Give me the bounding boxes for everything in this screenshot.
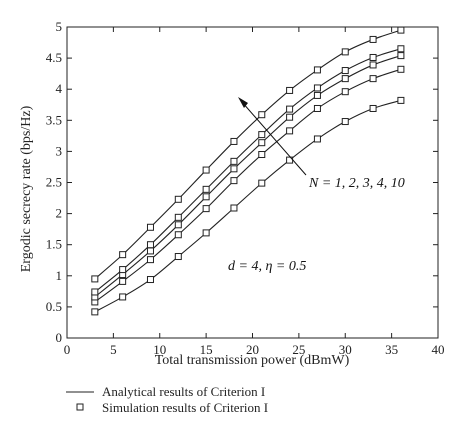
series-3-point xyxy=(286,113,294,121)
series-2-point xyxy=(286,127,294,135)
series-1-point xyxy=(230,204,238,212)
series-4-point xyxy=(397,45,405,53)
x-axis: 0 5 10 15 20 25 30 35 40 xyxy=(64,27,445,357)
series-5-point xyxy=(258,111,266,119)
series-1-point xyxy=(146,276,154,284)
series-2-point xyxy=(341,88,349,96)
series-3-point xyxy=(369,61,377,69)
series-1-point xyxy=(341,118,349,126)
series-5-point xyxy=(230,137,238,145)
series-2-point xyxy=(146,256,154,264)
y-tick-label: 0.5 xyxy=(46,299,62,314)
annotation-arrow-line xyxy=(241,101,307,176)
series-3-point xyxy=(397,52,405,60)
series-4-point xyxy=(174,213,182,221)
series-1-point xyxy=(313,135,321,143)
series-3-point xyxy=(146,247,154,255)
series-line-1 xyxy=(94,99,402,313)
series-5-point xyxy=(202,166,210,174)
series-line-4 xyxy=(94,48,402,293)
legend-label-analytical: Analytical results of Criterion I xyxy=(102,384,265,399)
series-1-point xyxy=(369,104,377,112)
y-tick-label: 3 xyxy=(56,143,63,158)
x-tick-label: 30 xyxy=(339,342,352,357)
series-5-point xyxy=(341,48,349,56)
series-2-point xyxy=(202,205,210,213)
series-3-point xyxy=(341,75,349,83)
series-4-point xyxy=(146,241,154,249)
x-tick-label: 25 xyxy=(292,342,305,357)
series-2-point xyxy=(119,277,127,285)
series-4-point xyxy=(341,67,349,75)
annotation-n-values: N = 1, 2, 3, 4, 10 xyxy=(308,176,405,191)
x-tick-label: 10 xyxy=(153,342,166,357)
series-4-point xyxy=(91,288,99,296)
series-5-point xyxy=(397,26,405,34)
series-5-point xyxy=(369,35,377,43)
series-5-point xyxy=(174,195,182,203)
series-4-point xyxy=(258,131,266,139)
series-1-point xyxy=(258,179,266,187)
series-5-point xyxy=(146,223,154,231)
series-markers xyxy=(91,26,405,316)
series-5-point xyxy=(119,251,127,259)
series-2-point xyxy=(397,65,405,73)
y-tick-label: 5 xyxy=(56,19,63,34)
x-tick-label: 15 xyxy=(200,342,213,357)
y-tick-label: 3.5 xyxy=(46,112,62,127)
y-tick-label: 0 xyxy=(56,330,63,345)
series-3-point xyxy=(313,91,321,99)
series-2-point xyxy=(230,177,238,185)
x-tick-label: 35 xyxy=(385,342,398,357)
y-axis-title: Ergodic secrecy rate (bps/Hz) xyxy=(19,105,34,272)
series-4-point xyxy=(369,53,377,61)
series-3-point xyxy=(258,139,266,147)
x-axis-title: Total transmission power (dBmW) xyxy=(155,353,350,368)
x-tick-label: 0 xyxy=(64,342,71,357)
y-tick-label: 4 xyxy=(56,81,63,96)
series-5-point xyxy=(313,66,321,74)
series-3-point xyxy=(174,221,182,229)
series-5-point xyxy=(91,275,99,283)
y-tick-label: 1.5 xyxy=(46,237,62,252)
series-1-point xyxy=(397,96,405,104)
x-tick-label: 5 xyxy=(110,342,117,357)
series-4-point xyxy=(313,84,321,92)
legend-square-swatch xyxy=(76,403,84,411)
series-4-point xyxy=(119,266,127,274)
annotation-arrow-head xyxy=(238,97,248,108)
x-tick-label: 20 xyxy=(246,342,259,357)
series-1-point xyxy=(174,253,182,261)
y-tick-label: 2 xyxy=(56,206,63,221)
series-2-point xyxy=(369,75,377,83)
series-4-point xyxy=(202,185,210,193)
annotation-parameters: d = 4, η = 0.5 xyxy=(228,259,306,274)
legend: Analytical results of Criterion I Simula… xyxy=(66,384,268,415)
series-2-point xyxy=(174,231,182,239)
series-4-point xyxy=(230,157,238,165)
series-2-point xyxy=(258,151,266,159)
y-axis: 0 0.5 1 1.5 2 2.5 3 3.5 4 4.5 5 xyxy=(46,19,438,345)
series-1-point xyxy=(91,308,99,316)
series-4-point xyxy=(286,105,294,113)
series-2-point xyxy=(313,104,321,112)
legend-label-simulation: Simulation results of Criterion I xyxy=(102,400,268,415)
y-tick-label: 4.5 xyxy=(46,50,62,65)
series-5-point xyxy=(286,86,294,94)
series-3-point xyxy=(202,193,210,201)
series-line-5 xyxy=(94,29,402,280)
y-tick-label: 1 xyxy=(56,268,63,283)
series-1-point xyxy=(202,229,210,237)
y-tick-label: 2.5 xyxy=(46,175,62,190)
series-1-point xyxy=(119,293,127,301)
series-3-point xyxy=(230,165,238,173)
x-tick-label: 40 xyxy=(432,342,445,357)
